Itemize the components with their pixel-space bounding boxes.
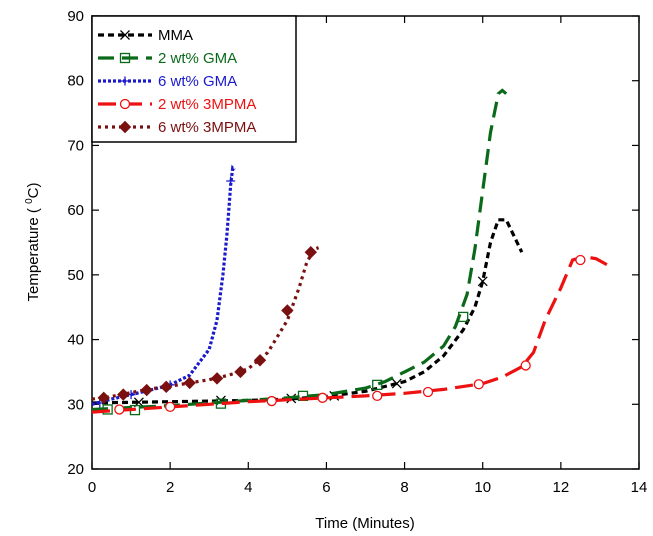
y-tick-label: 20 [67,461,84,478]
legend-label: 2 wt% GMA [158,50,237,67]
x-axis-label: Time (Minutes) [315,515,414,532]
legend-entry: 2 wt% 3MPMA [98,96,256,113]
data-point-marker [253,354,267,367]
data-point-marker [118,120,132,134]
legend-entry: 6 wt% GMA [98,73,237,90]
data-point-marker [458,311,469,323]
y-tick-label: 30 [67,396,84,413]
data-point-marker [372,390,383,402]
data-point-marker [304,246,318,259]
x-tick-label: 0 [88,479,96,496]
data-point-marker [119,98,131,110]
series-mma [91,218,524,408]
data-point-marker [520,360,531,371]
data-point-marker [210,372,224,385]
axis-ticks: 0 2 4 6 8 10 12 14 20 30 40 50 60 70 80 90 [67,8,647,496]
data-point-marker [477,276,488,287]
data-point-marker [575,254,586,266]
data-point-marker [183,376,196,390]
series-line [91,255,609,414]
legend: MMA 2 wt% GMA 6 wt% GMA 2 wt% 3MPMA 6 wt% 3M… [91,15,297,143]
series-layer [91,88,609,416]
data-point-marker [97,391,110,405]
data-point-marker [266,395,277,407]
data-point-marker [226,176,236,186]
data-point-marker [372,379,383,391]
y-tick-label: 60 [67,202,84,219]
x-tick-label: 14 [631,479,648,496]
y-tick-label: 70 [67,137,84,154]
legend-label: MMA [158,27,193,44]
data-point-marker [119,52,131,64]
x-tick-label: 4 [244,479,252,496]
series-6-wt-gma [91,164,236,408]
x-tick-label: 6 [322,479,330,496]
legend-label: 2 wt% 3MPMA [158,96,256,113]
data-point-marker [281,304,294,317]
y-tick-label: 90 [67,8,84,25]
y-axis-label-main: Temperature ( [25,204,42,302]
series-line [91,218,524,405]
series-line [91,246,320,401]
data-point-marker [234,365,247,379]
x-tick-label: 8 [400,479,408,496]
y-axis-label-superscript: 0 [24,198,35,204]
y-tick-label: 80 [67,73,84,90]
legend-label: 6 wt% GMA [158,73,237,90]
series-line [91,88,508,412]
plot-frame [91,15,640,470]
data-point-marker [114,404,125,415]
legend-label: 6 wt% 3MPMA [158,119,256,136]
legend-box [91,15,297,143]
data-point-marker [164,401,176,413]
series-line [91,164,236,406]
series-6-wt-3mpma [91,246,320,405]
series-2-wt-3mpma [91,254,609,415]
data-point-marker [422,386,434,398]
y-tick-label: 40 [67,332,84,349]
data-point-marker [391,378,402,389]
data-point-marker [120,76,130,86]
legend-entry: 6 wt% 3MPMA [98,119,256,136]
data-point-marker [317,392,328,403]
data-point-marker [473,379,484,390]
y-axis-label-unit: C) [25,183,42,199]
data-point-marker [117,388,130,401]
y-axis-label: Temperature ( 0C) [24,183,42,302]
legend-entry: MMA [98,27,193,44]
data-point-marker [102,404,113,415]
data-point-marker [160,380,173,394]
legend-entry: 2 wt% GMA [98,50,237,67]
x-tick-label: 12 [553,479,570,496]
y-tick-label: 50 [67,267,84,284]
x-tick-label: 2 [166,479,174,496]
data-point-marker [140,383,153,397]
x-tick-label: 10 [474,479,491,496]
data-point-marker [120,30,130,40]
